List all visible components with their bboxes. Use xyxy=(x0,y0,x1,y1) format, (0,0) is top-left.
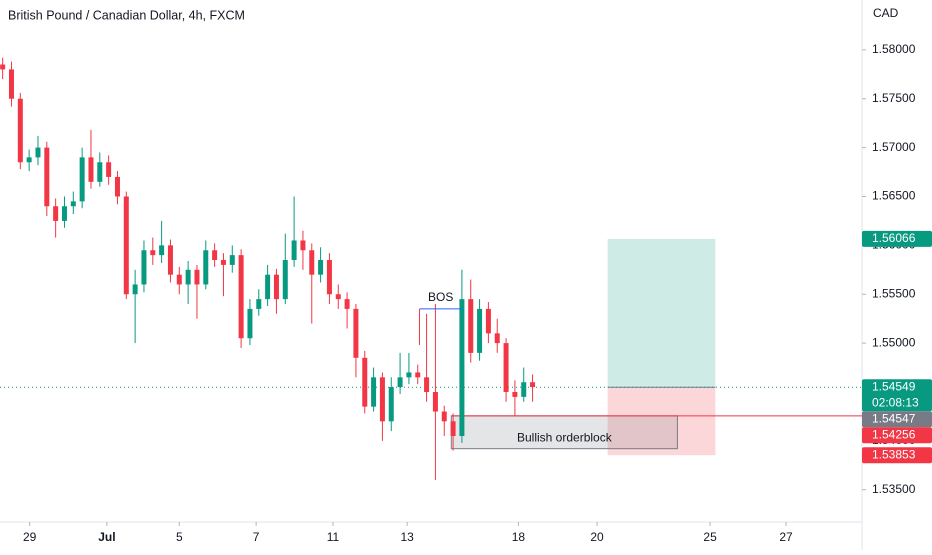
x-tick-label: 18 xyxy=(512,530,526,544)
price-tag-label: 1.54256 xyxy=(872,427,916,441)
x-tick-label: 5 xyxy=(176,530,183,544)
price-tag-label: 1.54547 xyxy=(872,411,916,425)
candle-body xyxy=(468,299,474,353)
candle-body xyxy=(194,269,200,285)
candle-body xyxy=(176,274,182,285)
candle-body xyxy=(79,157,85,202)
candle-body xyxy=(53,206,59,221)
candle-body xyxy=(415,372,421,378)
candle-body xyxy=(335,294,341,300)
candle-body xyxy=(459,299,465,436)
price-tag-countdown: 02:08:13 xyxy=(872,395,919,409)
candle-body xyxy=(318,260,324,275)
candle-body xyxy=(406,372,412,378)
candle-body xyxy=(150,250,156,256)
candle-body xyxy=(123,196,129,295)
candle-body xyxy=(88,157,94,182)
candle-body xyxy=(485,308,491,334)
candle-body xyxy=(44,147,50,207)
x-tick-label: 20 xyxy=(590,530,604,544)
x-tick-label: Jul xyxy=(98,530,115,544)
candle-body xyxy=(238,255,244,339)
y-tick-label: 1.56500 xyxy=(872,189,916,203)
stop-zone xyxy=(607,387,716,456)
candle-body xyxy=(141,250,147,285)
candle-body xyxy=(114,176,120,197)
candle-body xyxy=(167,245,173,275)
candle-body xyxy=(61,206,67,221)
candle-body xyxy=(17,98,23,163)
orderblock-label: Bullish orderblock xyxy=(517,430,613,444)
price-tag xyxy=(862,230,932,247)
candle-body xyxy=(503,343,509,392)
y-tick-label: 1.53500 xyxy=(872,482,916,496)
candle-body xyxy=(450,421,456,436)
price-tag xyxy=(862,427,932,444)
price-tag xyxy=(862,411,932,428)
candle-body xyxy=(326,260,332,295)
x-tick-label: 29 xyxy=(23,530,37,544)
x-tick-label: 13 xyxy=(400,530,414,544)
candle-body xyxy=(8,69,14,99)
x-tick-label: 11 xyxy=(327,530,340,544)
target-zone xyxy=(607,238,716,388)
candle-body xyxy=(371,377,377,407)
y-tick-label: 1.55000 xyxy=(872,335,916,349)
candle-body xyxy=(388,387,394,422)
candle-body xyxy=(282,260,288,300)
candle-body xyxy=(247,308,253,339)
candle-body xyxy=(212,250,218,261)
candle-body xyxy=(353,308,359,358)
candle-body xyxy=(521,382,527,397)
candle-body xyxy=(397,377,403,388)
candle-body xyxy=(97,162,103,182)
price-tag xyxy=(862,447,932,464)
candle-body xyxy=(512,391,518,397)
price-tag-label: 1.54549 xyxy=(872,379,916,393)
candle-body xyxy=(203,250,209,285)
x-tick-label: 27 xyxy=(779,530,793,544)
x-tick-label: 7 xyxy=(253,530,260,544)
candle-body xyxy=(344,299,350,309)
candle-body xyxy=(441,411,447,422)
candle-body xyxy=(229,255,235,265)
candle-body xyxy=(106,162,112,177)
candle-body xyxy=(159,245,165,256)
chart-title: British Pound / Canadian Dollar, 4h, FXC… xyxy=(8,8,245,22)
candle-body xyxy=(132,284,138,295)
candle-body xyxy=(256,299,262,309)
y-tick-label: 1.58000 xyxy=(872,42,916,56)
bos-label: BOS xyxy=(428,290,453,304)
candle-body xyxy=(220,260,226,265)
candle-body xyxy=(273,274,279,300)
candle-body xyxy=(0,64,6,70)
y-tick-label: 1.57000 xyxy=(872,140,916,154)
candle-body xyxy=(432,391,438,412)
candle-body xyxy=(530,382,536,388)
candle-body xyxy=(265,274,271,300)
y-tick-label: 1.55500 xyxy=(872,286,916,300)
price-tag-label: 1.56066 xyxy=(872,231,916,245)
candle-body xyxy=(70,201,76,207)
candle-body xyxy=(26,157,32,163)
currency-label: CAD xyxy=(873,6,899,20)
candle-body xyxy=(309,250,315,275)
candle-body xyxy=(362,357,368,407)
candle-body xyxy=(35,147,41,158)
orderblock xyxy=(450,415,678,450)
candle-body xyxy=(185,269,191,285)
candle-body xyxy=(477,308,483,353)
y-tick-label: 1.57500 xyxy=(872,91,916,105)
x-tick-label: 25 xyxy=(703,530,717,544)
candle-body xyxy=(379,377,385,422)
price-tag-label: 1.53853 xyxy=(872,447,916,461)
price-tag xyxy=(862,379,932,412)
candle-body xyxy=(494,333,500,344)
candle-body xyxy=(291,240,297,261)
candle-body xyxy=(424,377,430,392)
candle-body xyxy=(300,240,306,251)
